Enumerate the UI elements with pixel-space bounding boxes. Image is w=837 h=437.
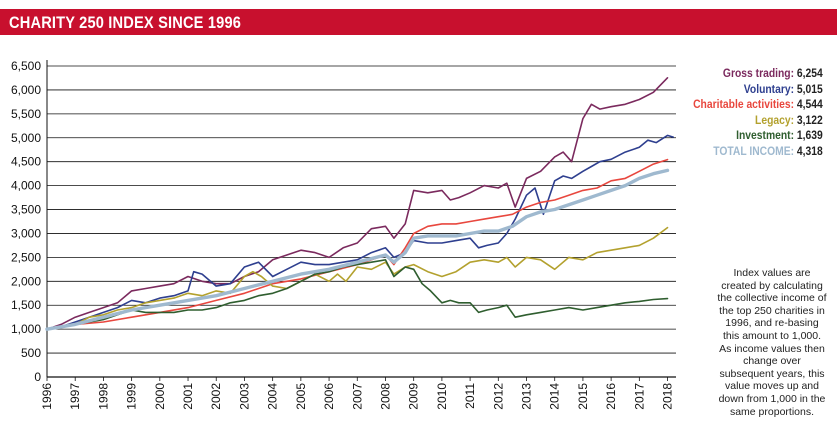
x-tick-label: 2010 [435, 383, 449, 410]
series-line-gross-trading [46, 77, 669, 330]
legend-item-gross-trading: Gross trading: 6,254 [693, 66, 823, 82]
x-tick-label: 2008 [378, 383, 392, 410]
series-line-total-income [45, 168, 670, 331]
y-tick-label: 3,000 [11, 226, 41, 240]
x-tick-label: 2013 [520, 383, 534, 410]
y-tick-label: 2,000 [11, 274, 41, 288]
y-tick-label: 3,500 [11, 203, 41, 217]
x-tick-label: 2000 [153, 383, 167, 410]
y-tick-label: 1,000 [11, 322, 41, 336]
legend-value: 3,122 [797, 112, 823, 127]
methodology-note: Index values are created by calculating … [717, 267, 827, 418]
y-tick-label: 4,000 [11, 179, 41, 193]
x-tick-label: 2015 [576, 383, 590, 410]
legend-label: TOTAL INCOME: [713, 143, 795, 158]
x-tick-label: 2002 [209, 383, 223, 410]
legend-item-charitable-activities: Charitable activities: 4,544 [693, 97, 823, 113]
series-line-legacy [46, 226, 669, 330]
x-tick-label: 2016 [604, 383, 618, 410]
x-tick-label: 1999 [125, 383, 139, 410]
legend-value: 5,015 [797, 81, 823, 96]
x-tick-label: 2004 [266, 383, 280, 410]
legend-item-total-income: TOTAL INCOME: 4,318 [693, 144, 823, 160]
x-tick-label: 2014 [548, 383, 562, 410]
x-tick-label: 2001 [181, 383, 195, 410]
y-tick-label: 0 [34, 370, 41, 384]
y-tick-label: 2,500 [11, 250, 41, 264]
legend-item-voluntary: Voluntary: 5,015 [693, 82, 823, 98]
series-line-voluntary [46, 134, 674, 330]
legend-label: Charitable activities: [693, 97, 795, 111]
x-tick-label: 2005 [294, 383, 308, 410]
y-tick-label: 5,000 [11, 131, 41, 145]
legend-value: 1,639 [797, 128, 823, 142]
y-tick-label: 6,500 [11, 59, 41, 73]
series-line-investment [46, 259, 669, 330]
legend-label: Gross trading: [723, 66, 795, 80]
page-title: CHARITY 250 INDEX SINCE 1996 [9, 13, 242, 32]
chart-legend: Gross trading: 6,254 Voluntary: 5,015 Ch… [672, 66, 823, 159]
title-banner: CHARITY 250 INDEX SINCE 1996 [0, 9, 837, 35]
y-tick-label: 5,500 [11, 107, 41, 121]
y-tick-label: 4,500 [11, 155, 41, 169]
x-tick-label: 2006 [322, 383, 336, 410]
x-tick-label: 1998 [96, 383, 110, 410]
legend-item-legacy: Legacy: 3,122 [693, 113, 823, 129]
x-tick-label: 2017 [632, 383, 646, 410]
y-tick-label: 1,500 [11, 298, 41, 312]
legend-value: 6,254 [797, 66, 823, 80]
series-line-charitable-activities [46, 158, 669, 330]
x-tick-label: 2003 [237, 383, 251, 410]
legend-value: 4,544 [797, 97, 823, 111]
legend-label: Investment: [736, 128, 795, 142]
x-tick-label: 2007 [350, 383, 364, 410]
legend-label: Voluntary: [744, 81, 795, 96]
x-tick-label: 2018 [661, 383, 675, 410]
x-tick-label: 2011 [463, 383, 477, 409]
x-tick-label: 1996 [40, 383, 54, 410]
legend-value: 4,318 [797, 143, 823, 158]
legend-label: Legacy: [755, 112, 795, 127]
x-tick-label: 2012 [491, 383, 505, 410]
legend-item-investment: Investment: 1,639 [693, 128, 823, 144]
x-tick-label: 2009 [407, 383, 421, 410]
y-tick-label: 6,000 [11, 83, 41, 97]
y-tick-label: 500 [21, 346, 41, 360]
x-tick-label: 1997 [68, 383, 82, 410]
